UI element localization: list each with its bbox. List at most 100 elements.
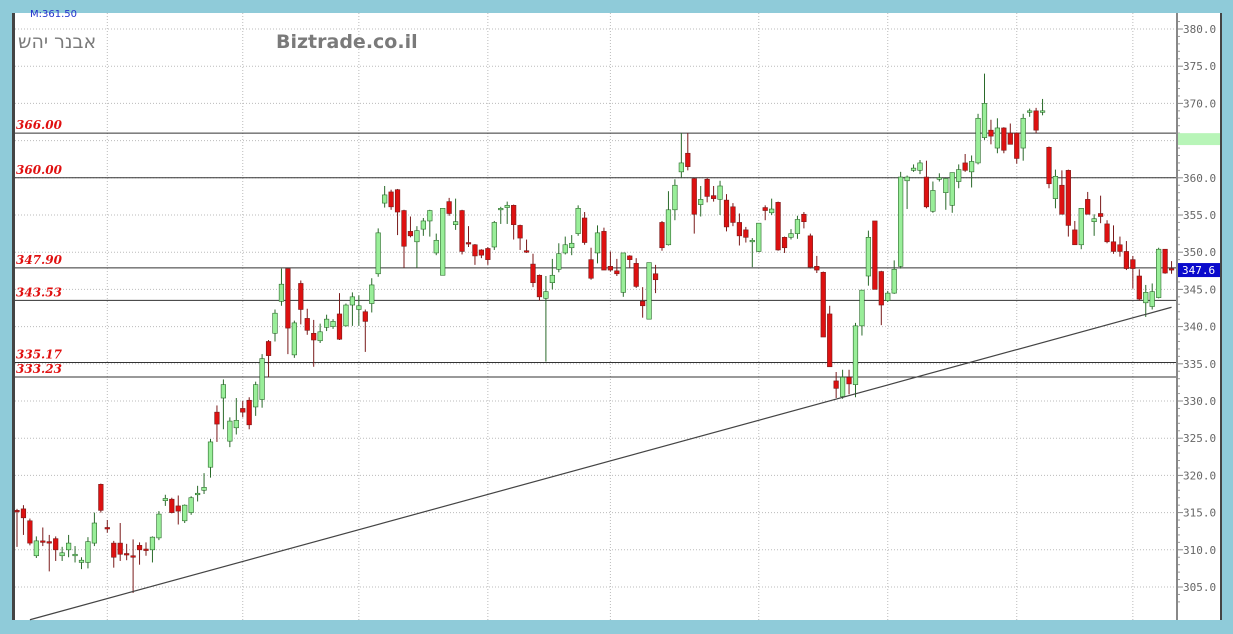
candle (459, 209, 465, 255)
candle-body (201, 487, 207, 491)
candle (291, 320, 297, 358)
candle (240, 401, 246, 418)
candle-body (523, 250, 530, 253)
candle (614, 258, 620, 277)
candle-body (885, 292, 891, 301)
candle (723, 194, 730, 232)
candle-body (349, 296, 356, 306)
candle (1046, 146, 1052, 189)
candle-body (1085, 199, 1091, 215)
candle (446, 197, 452, 216)
candle (710, 185, 717, 202)
candle-body (762, 207, 768, 211)
candle-body (285, 268, 291, 329)
candle (762, 205, 768, 221)
candle (1104, 220, 1110, 244)
candle (1123, 241, 1129, 271)
candle (633, 258, 639, 288)
candle-body (304, 318, 310, 331)
candle-body (749, 239, 755, 243)
candle (943, 178, 949, 210)
candle-body (923, 176, 930, 208)
candle-body (117, 542, 123, 555)
candle (975, 113, 981, 165)
candle (536, 274, 543, 301)
candle (672, 179, 678, 221)
candle-body (149, 536, 156, 551)
candle (904, 175, 910, 210)
candle (311, 319, 317, 367)
candle (369, 278, 375, 313)
candle (78, 557, 85, 570)
candle-body (1007, 132, 1013, 145)
candle-body (46, 541, 52, 544)
candle-body (1065, 170, 1071, 226)
candle-body (53, 538, 59, 551)
candle-body (491, 222, 497, 248)
y-tick-label: 335.0 (1183, 358, 1216, 371)
candle-body (195, 492, 201, 496)
candle (14, 508, 20, 547)
candle-body (620, 252, 626, 293)
candle (491, 220, 497, 250)
candle-body (898, 176, 904, 267)
candle-body (427, 210, 433, 222)
candle (1162, 248, 1168, 274)
candle (33, 536, 39, 558)
candle (317, 323, 323, 343)
price-highlight-band (1178, 133, 1220, 146)
candle (827, 305, 833, 368)
candle (665, 191, 672, 246)
level-label: 347.90 (16, 253, 63, 267)
candle-body (111, 542, 117, 558)
candle (588, 247, 594, 280)
candle (704, 177, 710, 203)
candle-body (259, 358, 265, 400)
y-tick-label: 305.0 (1183, 581, 1216, 594)
candle-body (485, 248, 491, 260)
candle-body (1091, 218, 1097, 222)
candle-body (994, 127, 1000, 149)
candle-body (1149, 291, 1155, 307)
candle (130, 539, 136, 593)
last-price-label: 347.6 (1182, 264, 1215, 277)
candles (14, 73, 1175, 593)
candle-body (878, 271, 884, 306)
candle-body (66, 542, 72, 551)
candle-body (156, 513, 162, 539)
candle (1085, 191, 1091, 215)
candle-body (382, 194, 388, 204)
candle-body (910, 167, 917, 171)
candle (220, 379, 227, 430)
candle (1156, 247, 1162, 299)
candle-body (1117, 244, 1123, 252)
candle (678, 133, 684, 178)
candle (278, 268, 285, 306)
candle (362, 309, 368, 352)
candle-body (33, 540, 39, 557)
candle-body (91, 522, 97, 544)
candle (569, 235, 575, 256)
candle-body (1014, 132, 1020, 159)
candle (994, 118, 1000, 154)
candle (594, 225, 601, 264)
candle-body (272, 312, 278, 334)
candle-body (943, 178, 949, 193)
trendline (29, 306, 1172, 621)
candle (1001, 127, 1007, 154)
candle (1020, 113, 1026, 161)
candle-body (872, 220, 878, 290)
candle-body (1098, 213, 1104, 217)
candle-body (394, 189, 401, 213)
candle (195, 485, 201, 502)
candle (143, 542, 149, 556)
candle (756, 222, 762, 253)
candle-body (478, 249, 485, 256)
candle-body (904, 176, 910, 182)
candle-body (672, 184, 678, 211)
candle (162, 494, 168, 506)
candle-body (543, 291, 549, 299)
candle (865, 230, 871, 286)
candle-body (188, 497, 194, 513)
